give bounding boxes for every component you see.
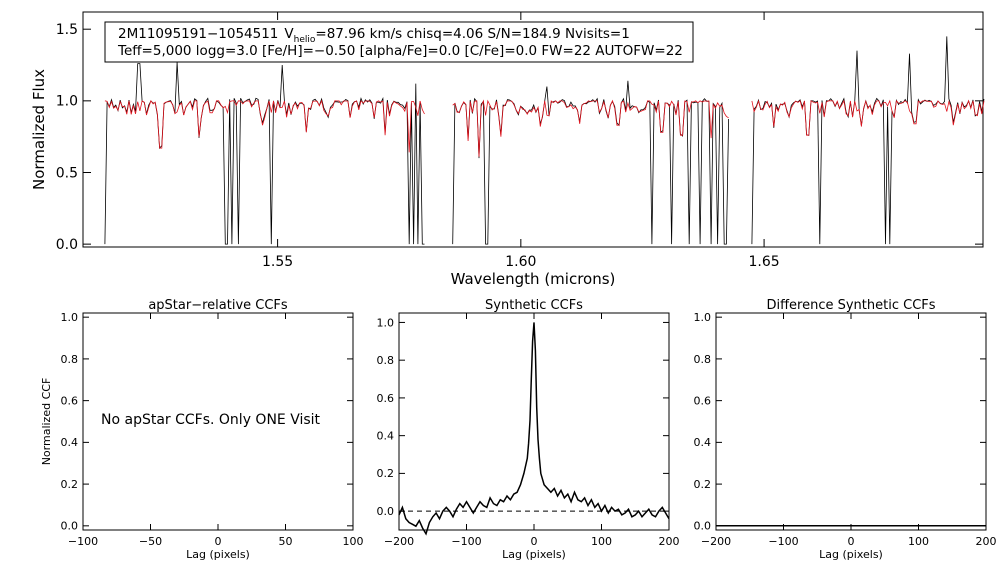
apstar-ccf-ytick-label: 0.2 <box>61 478 79 491</box>
difference-ccf-axes-frame <box>715 312 987 531</box>
spectrum-ytick-label: 0.5 <box>56 165 78 181</box>
model-spectrum-chip-3 <box>751 99 985 136</box>
difference-ccf-xtick-label: 200 <box>976 535 997 548</box>
spectrum-xtick-label: 1.65 <box>748 254 779 270</box>
synthetic-ccf-axes-frame <box>398 312 670 531</box>
parameters-line-1: 2M11095191−1054511 Vhelio=87.96 km/s chis… <box>118 26 630 45</box>
no-ccf-annotation: No apStar CCFs. Only ONE Visit <box>101 412 321 428</box>
line1-values: =87.96 km/s chisq=4.06 S/N=184.9 Nvisits… <box>315 26 629 42</box>
synthetic-ccf-xtick-label: 0 <box>531 535 538 548</box>
apstar-ccf-panel: −100 −50 0 50 100 0.0 0.2 0.4 0.6 0.8 1.0 apStar−re… <box>40 298 364 561</box>
apstar-ccf-ytick-label: 0.6 <box>61 394 79 407</box>
spectrum-axes-frame <box>82 11 984 248</box>
difference-ccf-xtick-label: −200 <box>701 535 731 548</box>
spectrum-ytick-label: 1.5 <box>56 22 78 38</box>
synthetic-ccf-line <box>398 322 670 536</box>
observed-spectrum-chip-1 <box>104 62 425 245</box>
spectrum-panel: 1.55 1.60 1.65 0.0 0.5 1.0 1.5 Wavelength (micr… <box>30 11 985 288</box>
apstar-ccf-xtick-label: −50 <box>139 535 162 548</box>
observed-spectrum-chip-2 <box>452 80 729 245</box>
model-spectrum-chip-2 <box>452 99 729 157</box>
difference-ccf-ytick-label: 1.0 <box>694 311 712 324</box>
apstar-ccf-title: apStar−relative CCFs <box>148 298 288 313</box>
synthetic-ccf-xlabel: Lag (pixels) <box>502 548 566 561</box>
stellar-parameters-box: 2M11095191−1054511 Vhelio=87.96 km/s chis… <box>104 21 694 63</box>
apstar-ccf-xtick-label: 0 <box>215 535 222 548</box>
observed-spectrum-chip-3 <box>751 36 985 245</box>
difference-ccf-ytick-label: 0.6 <box>694 394 712 407</box>
difference-ccf-ytick-label: 0.8 <box>694 353 712 366</box>
synthetic-ccf-xtick-label: −100 <box>451 535 481 548</box>
synthetic-ccf-ytick-label: 0.6 <box>377 392 395 405</box>
difference-ccf-ytick-label: 0.2 <box>694 478 712 491</box>
synthetic-ccf-ytick-label: 0.2 <box>377 467 395 480</box>
vhelio-subscript: helio <box>294 35 316 45</box>
apstar-ccf-xtick-label: 100 <box>343 535 364 548</box>
synthetic-ccf-title: Synthetic CCFs <box>485 298 583 313</box>
synthetic-ccf-ytick-label: 0.0 <box>377 505 395 518</box>
difference-ccf-title: Difference Synthetic CCFs <box>766 298 935 313</box>
synthetic-ccf-ytick-label: 0.8 <box>377 354 395 367</box>
apstar-ccf-ytick-label: 0.4 <box>61 436 79 449</box>
difference-ccf-panel: −200 −100 0 100 200 0.0 0.2 0.4 0.6 0.8 1.0 Differe… <box>694 298 997 561</box>
vhelio-symbol: V <box>284 26 294 42</box>
spectrum-ylabel: Normalized Flux <box>30 69 48 190</box>
apstar-ccf-ytick-label: 1.0 <box>61 311 79 324</box>
difference-ccf-xlabel: Lag (pixels) <box>819 548 883 561</box>
model-spectrum-chip-1 <box>104 99 425 153</box>
difference-ccf-xtick-label: 0 <box>848 535 855 548</box>
apstar-ccf-xlabel: Lag (pixels) <box>186 548 250 561</box>
spectrum-xtick-label: 1.55 <box>262 254 293 270</box>
apstar-ccf-xtick-label: 50 <box>279 535 293 548</box>
synthetic-ccf-panel: −200 −100 0 100 200 0.0 0.2 0.4 0.6 0.8 1.0 Synthet… <box>377 298 680 561</box>
synthetic-ccf-xtick-label: 200 <box>659 535 680 548</box>
difference-ccf-ytick-label: 0.0 <box>694 520 712 533</box>
synthetic-ccf-ytick-label: 0.4 <box>377 430 395 443</box>
synthetic-ccf-xtick-label: 100 <box>591 535 612 548</box>
apstar-ccf-ytick-label: 0.8 <box>61 353 79 366</box>
spectrum-xtick-label: 1.60 <box>505 254 536 270</box>
spectrum-ytick-label: 1.0 <box>56 94 78 110</box>
difference-ccf-ytick-label: 0.4 <box>694 436 712 449</box>
synthetic-ccf-xtick-label: −200 <box>384 535 414 548</box>
spectrum-xlabel: Wavelength (microns) <box>451 270 616 288</box>
difference-ccf-xtick-label: 100 <box>908 535 929 548</box>
star-id: 2M11095191−1054511 <box>118 26 278 42</box>
spectrum-ytick-label: 0.0 <box>56 237 78 253</box>
parameters-box-frame <box>104 21 694 63</box>
parameters-line-2: Teff=5,000 logg=3.0 [Fe/H]=−0.50 [alpha/… <box>117 43 683 59</box>
apstar-ccf-ytick-label: 0.0 <box>61 520 79 533</box>
difference-ccf-xtick-label: −100 <box>768 535 798 548</box>
apstar-ccf-xtick-label: −100 <box>68 535 98 548</box>
apstar-ccf-ylabel: Normalized CCF <box>40 378 53 466</box>
synthetic-ccf-ytick-label: 1.0 <box>377 316 395 329</box>
